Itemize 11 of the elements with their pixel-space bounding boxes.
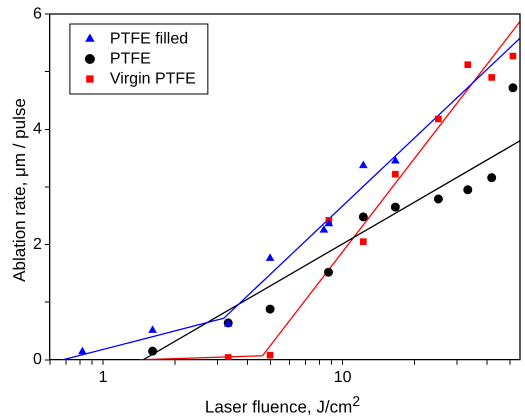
legend-label: Virgin PTFE (110, 70, 196, 88)
x-tick-label: 1 (98, 368, 108, 386)
x-tick-label: 10 (334, 368, 352, 386)
y-axis-title: Ablation rate, μm / pulse (10, 98, 30, 282)
y-tick-label: 2 (32, 236, 42, 253)
y-tick-label: 4 (32, 120, 42, 138)
y-tick-label: 0 (32, 351, 42, 368)
legend-label: PTFE filled (110, 30, 188, 48)
x-axis-title: Laser fluence, J/cm$^{2}$ (204, 394, 362, 418)
y-tick-label: 6 (32, 5, 42, 22)
legend-label: PTFE (110, 50, 151, 68)
